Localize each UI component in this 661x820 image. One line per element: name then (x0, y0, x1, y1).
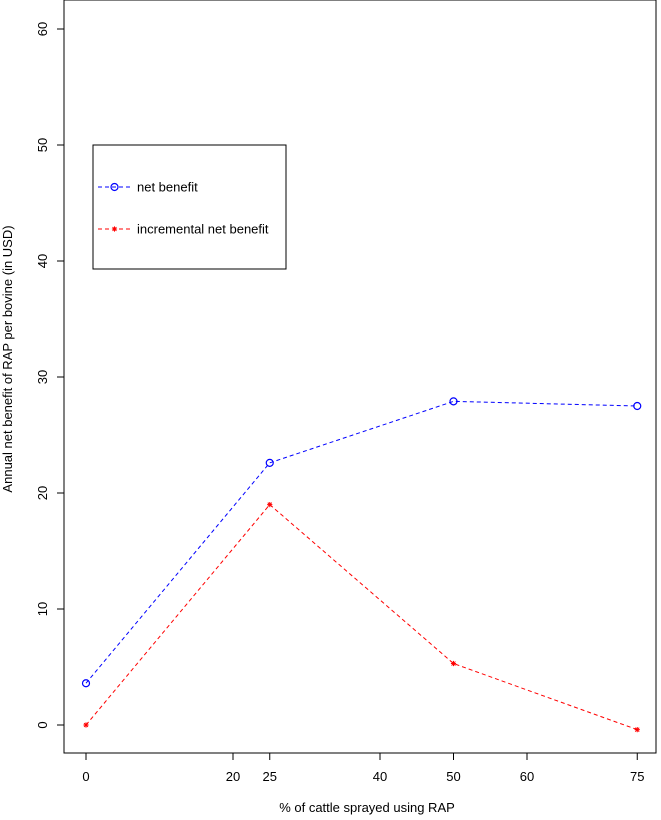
x-axis: 0 20 25 40 50 60 75 (82, 752, 644, 784)
y-tick-label: 30 (35, 370, 50, 384)
series-net-benefit (81, 397, 642, 688)
data-point (265, 458, 274, 467)
y-tick-label: 50 (35, 138, 50, 152)
x-tick-label: 50 (446, 769, 460, 784)
data-point (449, 397, 458, 406)
y-tick-label: 10 (35, 602, 50, 616)
legend-label: incremental net benefit (137, 222, 269, 237)
y-tick-label: 0 (35, 721, 50, 728)
x-tick-label: 0 (82, 769, 89, 784)
data-point (634, 727, 640, 733)
x-tick-label: 75 (630, 769, 644, 784)
y-axis: 0 10 20 30 40 50 60 (35, 22, 65, 729)
y-tick-label: 40 (35, 254, 50, 268)
data-point (81, 679, 91, 688)
x-tick-label: 60 (520, 769, 534, 784)
x-tick-label: 40 (373, 769, 387, 784)
data-point (83, 722, 89, 728)
series-incremental-net-benefit (83, 502, 640, 733)
series-line (85, 400, 638, 684)
series-layer (81, 397, 642, 733)
series-line (85, 503, 638, 731)
x-axis-label: % of cattle sprayed using RAP (279, 800, 455, 815)
legend-label: net benefit (137, 180, 198, 195)
data-point (111, 226, 118, 232)
data-point (633, 401, 642, 411)
x-tick-label: 20 (226, 769, 240, 784)
plot-frame (63, 0, 657, 754)
data-point (267, 502, 273, 508)
legend: net benefit incremental net benefit (92, 144, 287, 270)
y-tick-label: 60 (35, 22, 50, 36)
y-axis-label: Annual net benefit of RAP per bovine (in… (0, 225, 15, 492)
data-point (450, 660, 457, 667)
data-point (110, 182, 119, 192)
y-tick-label: 20 (35, 486, 50, 500)
x-tick-label: 25 (263, 769, 277, 784)
legend-box (92, 144, 287, 270)
